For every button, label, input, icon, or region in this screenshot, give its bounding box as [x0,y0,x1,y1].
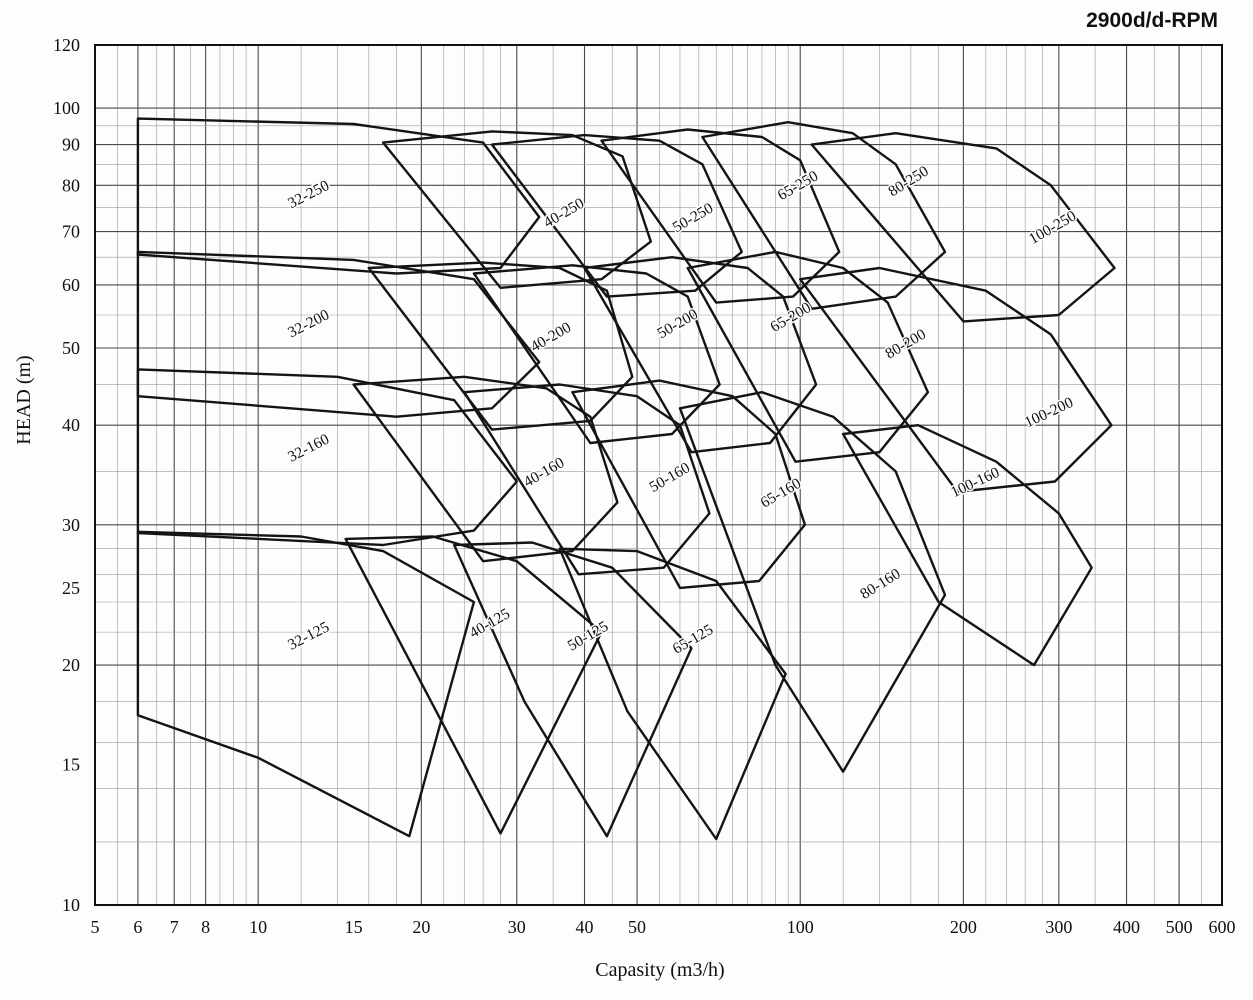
grid-lines [94,44,1223,906]
pump-label-32-200: 32-200 [285,306,332,341]
pump-envelope-80-250 [701,121,947,310]
pump-envelope-50-200 [472,264,721,445]
pump-envelope-40-200 [367,261,634,431]
pump-label-80-250: 80-250 [885,163,931,201]
pump-envelope-40-160 [352,375,619,563]
x-tick-6: 6 [133,917,142,937]
pump-envelope-labels: 32-250 40-250 50-250 65-250 80-250 100-250 32-… [284,161,1081,659]
y-tick-20: 20 [62,655,80,675]
pump-envelope-40-125 [344,535,603,835]
pump-envelopes [136,117,1116,841]
y-tick-60: 60 [62,275,80,295]
pump-label-65-200: 65-200 [767,299,814,336]
pump-label-100-250: 100-250 [1026,207,1079,248]
x-tick-50: 50 [628,917,646,937]
pump-label-50-160: 50-160 [646,459,693,496]
pump-label-40-160: 40-160 [521,454,568,491]
x-tick-10: 10 [249,917,267,937]
pump-label-50-125: 50-125 [565,618,612,655]
x-tick-400: 400 [1113,917,1140,937]
pump-envelope-32-250 [136,117,541,275]
pump-label-65-160: 65-160 [758,475,805,512]
pump-label-50-200: 50-200 [654,305,701,342]
x-tick-300: 300 [1045,917,1072,937]
pump-label-65-250: 65-250 [775,167,822,204]
pump-envelope-32-160 [136,368,518,547]
pump-envelope-100-160 [841,424,1093,667]
pump-envelope-100-200 [799,266,1113,493]
x-tick-8: 8 [201,917,210,937]
y-tick-15: 15 [62,755,80,775]
x-tick-15: 15 [345,917,363,937]
pump-label-40-200: 40-200 [528,319,575,356]
pump-label-80-160: 80-160 [857,565,903,603]
pump-envelope-65-200 [583,256,818,454]
x-tick-200: 200 [950,917,977,937]
x-tick-100: 100 [787,917,814,937]
pump-label-32-250: 32-250 [285,177,332,212]
y-tick-25: 25 [62,578,80,598]
pump-envelope-100-250 [810,132,1116,323]
pump-envelope-80-200 [686,250,930,463]
x-axis-label: Capasity (m3/h) [595,959,724,981]
y-axis-label: HEAD (m) [13,355,35,444]
x-tick-30: 30 [508,917,526,937]
pump-label-40-125: 40-125 [466,605,513,642]
pump-label-100-160: 100-160 [948,464,1002,501]
y-tick-100: 100 [53,98,80,118]
pump-envelope-80-160 [678,391,947,773]
pump-label-32-125: 32-125 [285,618,332,653]
pump-envelope-32-125 [136,530,476,838]
y-tick-90: 90 [62,135,80,155]
pump-envelope-65-125 [558,547,787,841]
y-tick-120: 120 [53,35,80,55]
x-tick-500: 500 [1166,917,1193,937]
axis-tick-labels: 5 6 7 8 10 15 20 30 40 50 100 200 300 400 500 600 10 15 20… [53,35,1236,937]
pump-envelope-50-125 [453,541,693,838]
pump-label-50-250: 50-250 [670,199,717,236]
pump-envelope-50-160 [463,383,711,576]
y-tick-80: 80 [62,175,80,195]
plot-border [94,44,1223,906]
pump-envelope-50-250 [490,133,743,298]
y-tick-30: 30 [62,515,80,535]
x-tick-20: 20 [412,917,430,937]
pump-label-40-250: 40-250 [541,195,588,232]
y-tick-10: 10 [62,895,80,915]
x-tick-40: 40 [576,917,594,937]
x-tick-7: 7 [170,917,179,937]
x-tick-5: 5 [91,917,100,937]
x-tick-600: 600 [1209,917,1236,937]
y-tick-70: 70 [62,222,80,242]
pump-envelope-65-250 [600,128,841,304]
pump-label-65-125: 65-125 [670,621,717,658]
pump-label-32-160: 32-160 [285,431,332,466]
pump-label-80-200: 80-200 [882,326,929,363]
y-tick-40: 40 [62,415,80,435]
chart-title: 2900d/d-RPM [1086,9,1218,32]
y-tick-50: 50 [62,338,80,358]
pump-envelope-40-250 [381,130,652,289]
pump-envelope-65-160 [571,379,807,590]
